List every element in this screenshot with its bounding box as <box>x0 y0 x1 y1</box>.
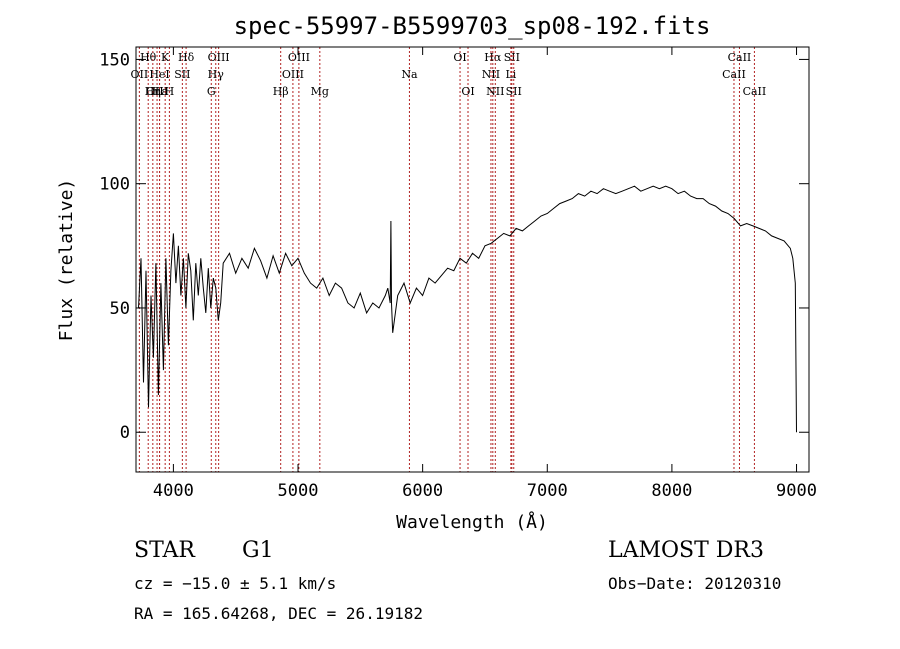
marker-label-15: OIII <box>282 68 304 81</box>
marker-label-25: SII <box>506 85 522 98</box>
marker-label-18: OI <box>453 51 466 64</box>
marker-label-23: SII <box>504 51 520 64</box>
marker-label-24: Li <box>505 68 516 81</box>
y-tick-label-50: 50 <box>110 299 130 319</box>
marker-label-10: OIII <box>208 51 230 64</box>
y-tick-label-0: 0 <box>120 423 130 443</box>
object-class: STAR <box>134 538 195 563</box>
marker-label-1: OII <box>131 68 149 81</box>
x-tick-label-5000: 5000 <box>278 481 319 501</box>
marker-label-8: Hδ <box>178 51 195 64</box>
series-layer <box>138 185 797 433</box>
y-tick-label-100: 100 <box>99 175 130 195</box>
series-line-flux <box>138 185 797 433</box>
x-tick-label-8000: 8000 <box>651 481 692 501</box>
marker-label-13: Hβ <box>273 85 289 98</box>
marker-label-9: SII <box>174 68 190 81</box>
axis-ticks: 4000 5000 6000 7000 8000 9000 0 50 100 150 <box>99 47 817 501</box>
survey-name: LAMOST DR3 <box>608 538 764 563</box>
y-axis-label: Flux (relative) <box>56 179 77 342</box>
marker-label-26: CaII <box>728 51 752 64</box>
marker-label-11: Hγ <box>208 68 225 81</box>
x-tick-label-7000: 7000 <box>527 481 568 501</box>
marker-label-6: K <box>161 51 170 64</box>
x-tick-label-6000: 6000 <box>402 481 443 501</box>
coordinates: RA = 165.64268, DEC = 26.19182 <box>134 604 423 623</box>
x-tick-label-4000: 4000 <box>153 481 194 501</box>
x-tick-label-9000: 9000 <box>776 481 817 501</box>
marker-label-5: Hη <box>145 85 161 98</box>
marker-label-21: NII <box>482 68 500 81</box>
marker-label-28: CaII <box>743 85 767 98</box>
marker-label-17: Na <box>401 68 418 81</box>
marker-label-19: OI <box>461 85 474 98</box>
marker-label-0: Hθ <box>140 51 157 64</box>
marker-label-2: OIII <box>146 85 168 98</box>
marker-label-12: G <box>207 85 216 98</box>
chart-title: spec-55997-B5599703_sp08-192.fits <box>234 12 711 40</box>
x-axis-label: Wavelength (Å) <box>396 511 548 533</box>
marker-label-22: NII <box>486 85 504 98</box>
object-subclass: G1 <box>242 538 274 563</box>
plot-frame <box>135 46 810 473</box>
marker-label-27: CaII <box>722 68 746 81</box>
marker-label-14: OIII <box>288 51 310 64</box>
marker-label-7: H <box>165 85 175 98</box>
marker-label-16: Mg <box>311 85 329 98</box>
obs-date: Obs−Date: 20120310 <box>608 574 782 593</box>
marker-label-20: Hα <box>484 51 502 64</box>
y-tick-label-150: 150 <box>99 50 130 70</box>
redshift-text: cz = −15.0 ± 5.1 km/s <box>134 574 337 593</box>
